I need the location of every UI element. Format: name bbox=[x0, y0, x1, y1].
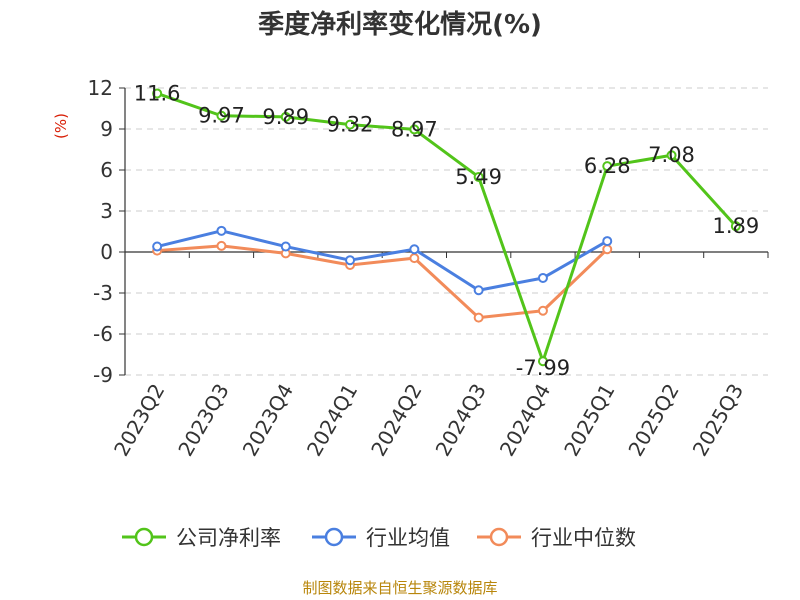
data-point bbox=[473, 312, 484, 323]
data-point bbox=[537, 356, 548, 367]
series-group bbox=[152, 88, 741, 367]
y-tick-label: -6 bbox=[93, 322, 113, 346]
data-label: 5.49 bbox=[455, 165, 502, 189]
series-line bbox=[156, 92, 737, 363]
data-label: 7.08 bbox=[648, 143, 695, 167]
data-label: 9.97 bbox=[198, 104, 245, 128]
y-tick-label: 3 bbox=[100, 199, 113, 223]
x-tick-label: 2025Q1 bbox=[559, 380, 619, 461]
data-point bbox=[409, 124, 420, 135]
y-tick-label: 12 bbox=[88, 76, 113, 100]
data-point bbox=[152, 88, 163, 99]
data-point bbox=[730, 221, 741, 232]
data-point bbox=[602, 236, 613, 247]
data-labels: 11.6 9.97 9.89 9.32 8.97 5.49 -7.99 6.28 7.08 1.8… bbox=[134, 81, 759, 380]
data-point bbox=[409, 253, 420, 264]
x-tick-label: 2023Q3 bbox=[173, 380, 233, 461]
data-point bbox=[409, 244, 420, 255]
y-tick-label: 0 bbox=[100, 240, 113, 264]
data-point bbox=[216, 110, 227, 121]
y-tick-label: -9 bbox=[93, 363, 113, 387]
y-axis-label: (%) bbox=[52, 113, 70, 139]
data-point bbox=[345, 255, 356, 266]
x-tick-label: 2025Q2 bbox=[623, 380, 683, 461]
data-label: 8.97 bbox=[391, 117, 438, 141]
data-label: 11.6 bbox=[134, 81, 181, 105]
data-point bbox=[602, 244, 613, 255]
gridlines bbox=[125, 87, 768, 376]
data-point bbox=[473, 285, 484, 296]
data-label: -7.99 bbox=[516, 356, 570, 380]
x-tick-label: 2023Q4 bbox=[238, 380, 298, 461]
series-line bbox=[156, 229, 608, 292]
data-label: 6.28 bbox=[584, 154, 631, 178]
x-tick-label: 2024Q1 bbox=[302, 380, 362, 461]
legend-label: 公司净利率 bbox=[176, 526, 281, 550]
legend-marker bbox=[324, 527, 344, 547]
legend-label: 行业中位数 bbox=[531, 526, 636, 550]
legend-marker bbox=[489, 527, 509, 547]
legend-label: 行业均值 bbox=[366, 526, 450, 550]
data-point bbox=[473, 171, 484, 182]
x-tick-label: 2023Q2 bbox=[109, 380, 169, 461]
data-point bbox=[602, 161, 613, 172]
legend-marker bbox=[134, 527, 154, 547]
y-tick-label: 9 bbox=[100, 117, 113, 141]
data-point bbox=[216, 225, 227, 236]
x-tick-label: 2025Q3 bbox=[688, 380, 748, 461]
data-label: 9.89 bbox=[262, 105, 309, 129]
data-point bbox=[152, 241, 163, 252]
data-point bbox=[216, 240, 227, 251]
legend: 公司净利率 行业均值 行业中位数 bbox=[122, 526, 636, 550]
data-point bbox=[280, 111, 291, 122]
chart-title: 季度净利率变化情况(%) bbox=[258, 9, 542, 40]
series-line bbox=[157, 244, 609, 320]
data-point bbox=[537, 305, 548, 316]
y-tick-label: -3 bbox=[93, 281, 113, 305]
data-point bbox=[345, 119, 356, 130]
x-tick-label: 2024Q2 bbox=[366, 380, 426, 461]
data-label: 9.32 bbox=[327, 113, 374, 137]
x-tick-label: 2024Q4 bbox=[495, 380, 555, 461]
x-tick-label: 2024Q3 bbox=[431, 380, 491, 461]
data-point bbox=[537, 272, 548, 283]
y-tick-label: 6 bbox=[100, 158, 113, 182]
source-note: 制图数据来自恒生聚源数据库 bbox=[302, 579, 497, 597]
data-label: 1.89 bbox=[712, 214, 759, 238]
data-point bbox=[666, 150, 677, 161]
data-point bbox=[280, 241, 291, 252]
